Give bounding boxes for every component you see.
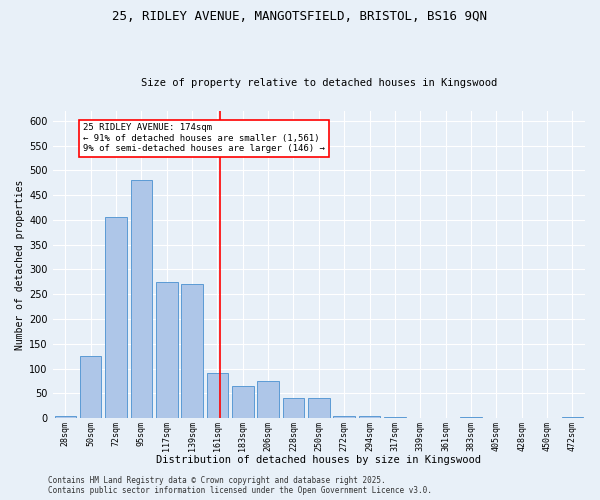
Bar	[80, 356, 101, 418]
Text: 25 RIDLEY AVENUE: 174sqm
← 91% of detached houses are smaller (1,561)
9% of semi: 25 RIDLEY AVENUE: 174sqm ← 91% of detach…	[83, 124, 325, 153]
Y-axis label: Number of detached properties: Number of detached properties	[15, 180, 25, 350]
Bar	[232, 386, 254, 418]
Bar	[334, 416, 355, 418]
Bar	[562, 416, 583, 418]
Bar	[384, 416, 406, 418]
Title: Size of property relative to detached houses in Kingswood: Size of property relative to detached ho…	[141, 78, 497, 88]
Text: Contains HM Land Registry data © Crown copyright and database right 2025.
Contai: Contains HM Land Registry data © Crown c…	[48, 476, 432, 495]
Bar	[283, 398, 304, 418]
Bar	[181, 284, 203, 418]
Bar	[105, 218, 127, 418]
Bar	[156, 282, 178, 418]
Bar	[131, 180, 152, 418]
Bar	[55, 416, 76, 418]
Bar	[460, 416, 482, 418]
Bar	[359, 416, 380, 418]
X-axis label: Distribution of detached houses by size in Kingswood: Distribution of detached houses by size …	[157, 455, 481, 465]
Bar	[206, 374, 228, 418]
Bar	[257, 381, 279, 418]
Bar	[308, 398, 329, 418]
Text: 25, RIDLEY AVENUE, MANGOTSFIELD, BRISTOL, BS16 9QN: 25, RIDLEY AVENUE, MANGOTSFIELD, BRISTOL…	[113, 10, 487, 23]
